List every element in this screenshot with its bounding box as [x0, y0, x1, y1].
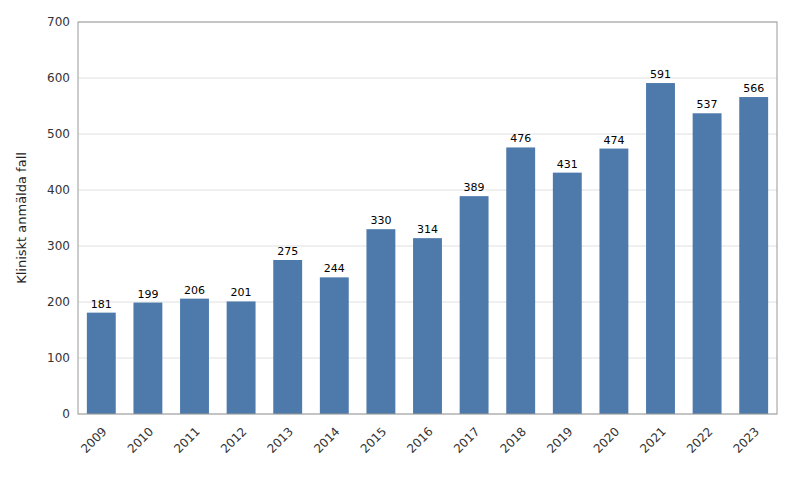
- x-tick-label: 2020: [591, 424, 622, 455]
- y-tick-label: 200: [47, 295, 70, 309]
- grid: [78, 22, 777, 414]
- x-tick-label: 2014: [311, 424, 342, 455]
- bar: [506, 147, 535, 414]
- grid-line: [78, 78, 777, 79]
- bar: [180, 299, 209, 414]
- data-label: 537: [697, 98, 718, 111]
- y-axis-label: Kliniskt anmälda fall: [14, 152, 29, 284]
- x-tick-label: 2009: [78, 424, 109, 455]
- chart-container: 0 100 200 300 400 500 600 700 181 199 206 201 275 244…: [0, 0, 799, 480]
- data-label: 206: [184, 284, 205, 297]
- data-label: 476: [510, 132, 531, 145]
- plot-frame: [78, 22, 777, 414]
- data-label: 591: [650, 68, 671, 81]
- y-tick-label: 500: [47, 127, 70, 141]
- y-tick-label: 400: [47, 183, 70, 197]
- y-tick-label: 100: [47, 351, 70, 365]
- bar: [413, 238, 442, 414]
- x-tick-label: 2019: [544, 424, 575, 455]
- y-tick-label: 600: [47, 71, 70, 85]
- bar: [693, 113, 722, 414]
- x-tick-label: 2023: [731, 424, 762, 455]
- x-tick-label: 2017: [451, 424, 482, 455]
- x-tick-label: 2011: [171, 424, 202, 455]
- x-tick-label: 2013: [265, 424, 296, 455]
- bar: [133, 303, 162, 414]
- bar: [227, 301, 256, 414]
- bar: [739, 97, 768, 414]
- y-tick-label: 300: [47, 239, 70, 253]
- bar: [320, 277, 349, 414]
- x-tick-label: 2016: [404, 424, 435, 455]
- data-label: 566: [743, 82, 764, 95]
- x-tick-label: 2015: [358, 424, 389, 455]
- data-label: 201: [231, 286, 252, 299]
- bar: [273, 260, 302, 414]
- data-label: 314: [417, 223, 438, 236]
- chart: 0 100 200 300 400 500 600 700 181 199 206 201 275 244…: [0, 0, 799, 480]
- data-label: 244: [324, 262, 345, 275]
- y-tick-label: 0: [62, 407, 70, 421]
- data-label: 431: [557, 158, 578, 171]
- bars: [87, 83, 768, 414]
- data-label: 181: [91, 298, 112, 311]
- bar: [366, 229, 395, 414]
- x-tick-label: 2018: [498, 424, 529, 455]
- y-tick-label: 700: [47, 15, 70, 29]
- data-label: 330: [370, 214, 391, 227]
- x-tick-label: 2010: [125, 424, 156, 455]
- data-label: 474: [603, 134, 624, 147]
- bar: [460, 196, 489, 414]
- x-tick-label: 2022: [684, 424, 715, 455]
- bar: [599, 149, 628, 414]
- data-label: 389: [464, 181, 485, 194]
- data-label: 199: [137, 288, 158, 301]
- bar: [87, 313, 116, 414]
- bar: [646, 83, 675, 414]
- data-label: 275: [277, 245, 298, 258]
- x-tick-label: 2021: [637, 424, 668, 455]
- x-tick-label: 2012: [218, 424, 249, 455]
- bar: [553, 173, 582, 414]
